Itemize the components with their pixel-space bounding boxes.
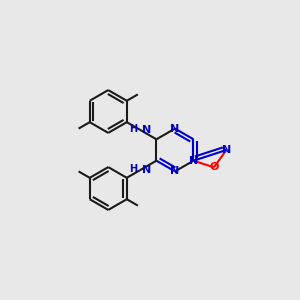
Text: H: H: [129, 124, 137, 134]
Text: H: H: [129, 164, 137, 174]
Text: N: N: [222, 145, 231, 155]
Text: N: N: [189, 156, 198, 166]
Text: N: N: [142, 125, 152, 135]
Text: N: N: [170, 167, 180, 176]
Text: O: O: [209, 162, 218, 172]
Text: N: N: [170, 124, 180, 134]
Text: N: N: [142, 165, 152, 175]
